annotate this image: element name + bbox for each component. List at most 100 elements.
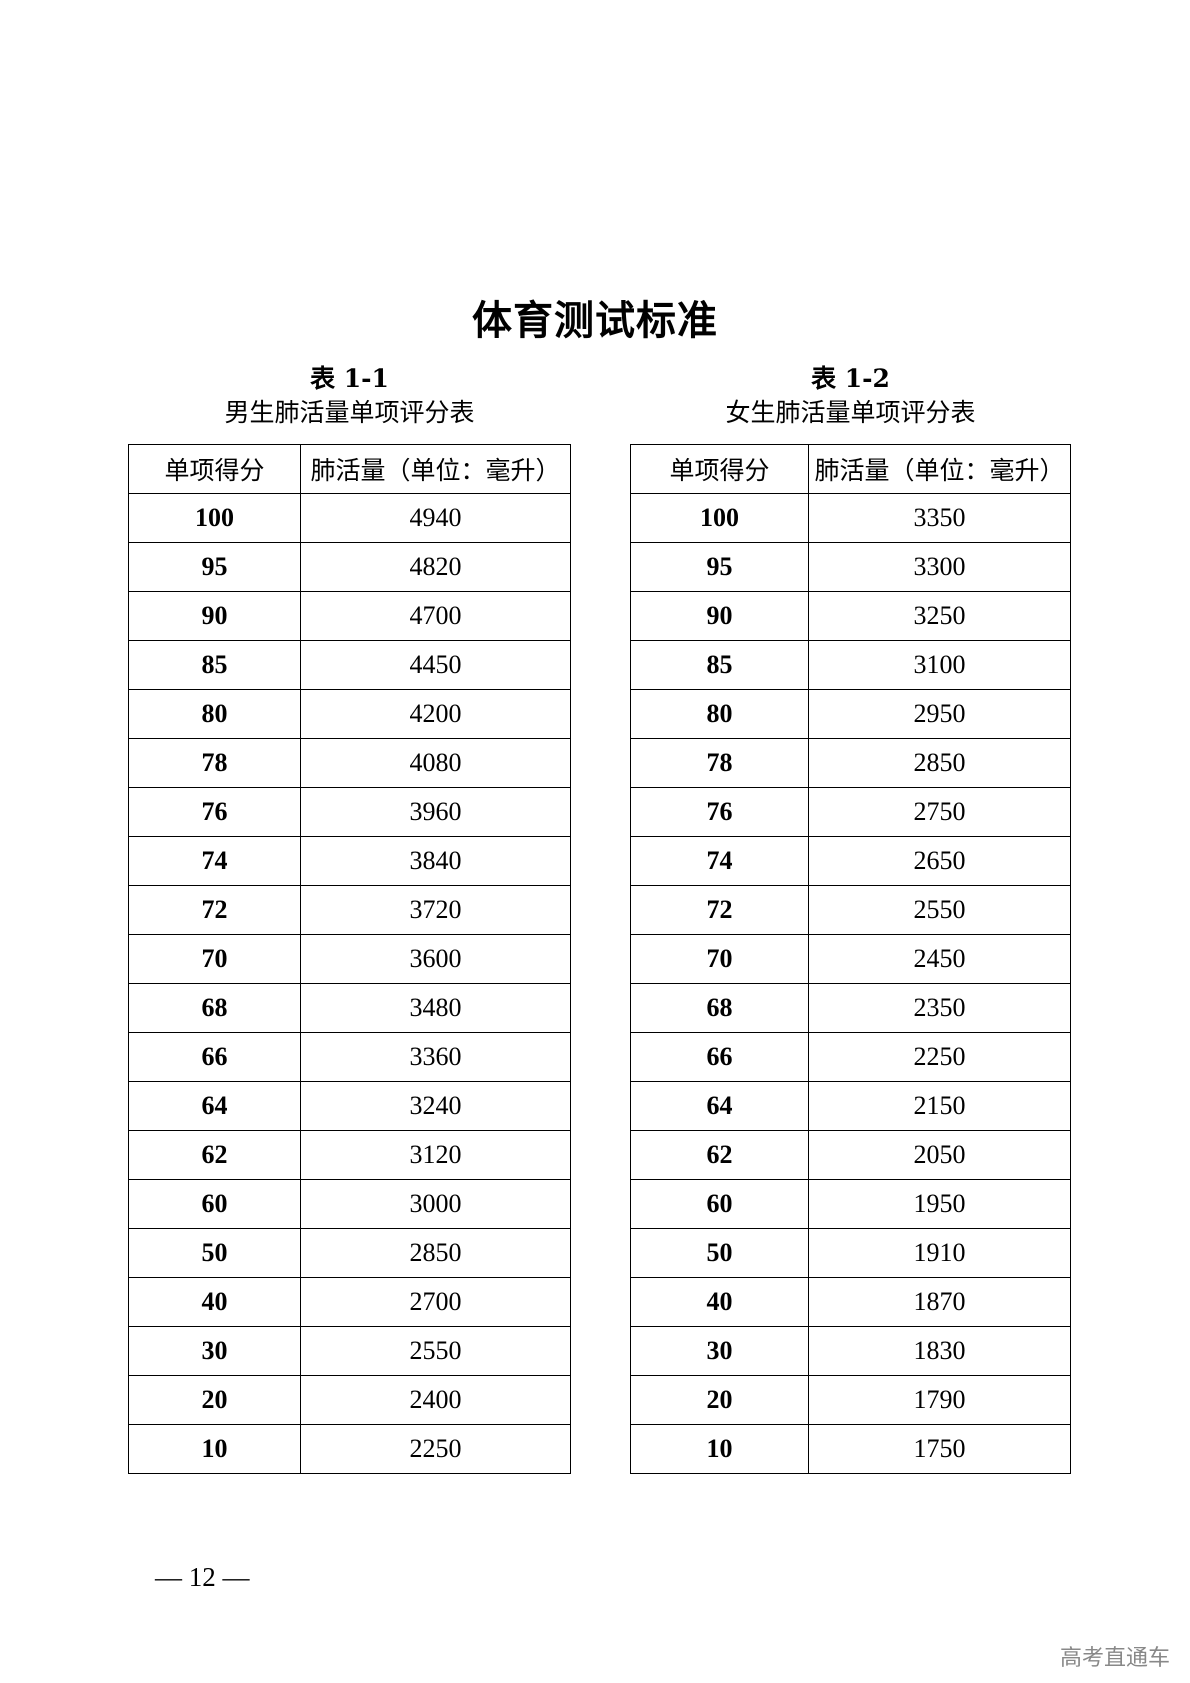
vital-capacity-cell: 3960 — [300, 787, 571, 837]
vital-capacity-cell: 3720 — [300, 885, 571, 935]
score-cell: 72 — [630, 885, 809, 935]
score-cell: 68 — [630, 983, 809, 1033]
table-number: 表 1-2 — [811, 364, 890, 393]
table-row: 85 4450 — [128, 640, 571, 690]
table-row: 100 4940 — [128, 493, 571, 543]
table-row: 68 2350 — [630, 983, 1071, 1033]
score-cell: 62 — [630, 1130, 809, 1180]
table-title: 女生肺活量单项评分表 — [725, 398, 976, 427]
vital-capacity-cell: 4080 — [300, 738, 571, 788]
table-row: 40 1870 — [630, 1277, 1071, 1327]
score-cell: 70 — [630, 934, 809, 984]
vital-capacity-cell: 3840 — [300, 836, 571, 886]
table-row: 95 3300 — [630, 542, 1071, 592]
page-title: 体育测试标准 — [472, 297, 718, 344]
vital-capacity-cell: 3360 — [300, 1032, 571, 1082]
vital-capacity-cell: 1910 — [808, 1228, 1071, 1278]
table-row: 95 4820 — [128, 542, 571, 592]
score-cell: 80 — [630, 689, 809, 739]
vital-capacity-cell: 4450 — [300, 640, 571, 690]
score-cell: 40 — [630, 1277, 809, 1327]
vital-capacity-cell: 3120 — [300, 1130, 571, 1180]
table-row: 20 1790 — [630, 1375, 1071, 1425]
score-cell: 20 — [128, 1375, 301, 1425]
table-row: 68 3480 — [128, 983, 571, 1033]
table-row: 62 2050 — [630, 1130, 1071, 1180]
table-row: 90 4700 — [128, 591, 571, 641]
score-cell: 85 — [128, 640, 301, 690]
score-cell: 50 — [128, 1228, 301, 1278]
table-row: 50 1910 — [630, 1228, 1071, 1278]
table-row: 80 2950 — [630, 689, 1071, 739]
table-row: 66 2250 — [630, 1032, 1071, 1082]
male-vital-capacity-table: 单项得分 肺活量（单位：毫升） 100 4940 95 4820 90 4700 85 445… — [128, 444, 571, 1474]
score-cell: 95 — [630, 542, 809, 592]
table-row: 76 2750 — [630, 787, 1071, 837]
score-cell: 66 — [128, 1032, 301, 1082]
vital-capacity-cell: 3240 — [300, 1081, 571, 1131]
vital-capacity-cell: 1750 — [808, 1424, 1071, 1474]
vital-capacity-cell: 1790 — [808, 1375, 1071, 1425]
page-number: — 12 — — [155, 1562, 250, 1592]
vital-capacity-cell: 2850 — [808, 738, 1071, 788]
table-row: 64 2150 — [630, 1081, 1071, 1131]
table-row: 30 2550 — [128, 1326, 571, 1376]
score-cell: 90 — [128, 591, 301, 641]
vital-capacity-cell: 3100 — [808, 640, 1071, 690]
score-cell: 30 — [128, 1326, 301, 1376]
score-cell: 50 — [630, 1228, 809, 1278]
table-caption-female: 表 1-2 女生肺活量单项评分表 — [630, 362, 1071, 430]
vital-capacity-cell: 4940 — [300, 493, 571, 543]
score-cell: 64 — [630, 1081, 809, 1131]
score-cell: 68 — [128, 983, 301, 1033]
header-vital-capacity: 肺活量（单位：毫升） — [808, 444, 1071, 494]
vital-capacity-cell: 2250 — [300, 1424, 571, 1474]
header-vital-capacity: 肺活量（单位：毫升） — [300, 444, 571, 494]
score-cell: 76 — [128, 787, 301, 837]
vital-capacity-cell: 1830 — [808, 1326, 1071, 1376]
table-row: 72 2550 — [630, 885, 1071, 935]
table-row: 10 1750 — [630, 1424, 1071, 1474]
table-header-row: 单项得分 肺活量（单位：毫升） — [630, 444, 1071, 494]
vital-capacity-cell: 3480 — [300, 983, 571, 1033]
vital-capacity-cell: 2400 — [300, 1375, 571, 1425]
score-cell: 72 — [128, 885, 301, 935]
table-row: 74 2650 — [630, 836, 1071, 886]
table-row: 64 3240 — [128, 1081, 571, 1131]
vital-capacity-cell: 2550 — [808, 885, 1071, 935]
table-row: 74 3840 — [128, 836, 571, 886]
vital-capacity-cell: 2350 — [808, 983, 1071, 1033]
vital-capacity-cell: 3300 — [808, 542, 1071, 592]
score-cell: 90 — [630, 591, 809, 641]
table-row: 76 3960 — [128, 787, 571, 837]
table-caption-male: 表 1-1 男生肺活量单项评分表 — [128, 362, 571, 430]
vital-capacity-cell: 2700 — [300, 1277, 571, 1327]
score-cell: 100 — [630, 493, 809, 543]
score-cell: 20 — [630, 1375, 809, 1425]
vital-capacity-cell: 1870 — [808, 1277, 1071, 1327]
female-vital-capacity-table: 单项得分 肺活量（单位：毫升） 100 3350 95 3300 90 3250 85 310… — [630, 444, 1071, 1474]
vital-capacity-cell: 3350 — [808, 493, 1071, 543]
score-cell: 74 — [128, 836, 301, 886]
score-cell: 30 — [630, 1326, 809, 1376]
score-cell: 40 — [128, 1277, 301, 1327]
vital-capacity-cell: 2150 — [808, 1081, 1071, 1131]
score-cell: 76 — [630, 787, 809, 837]
score-cell: 60 — [630, 1179, 809, 1229]
vital-capacity-cell: 4820 — [300, 542, 571, 592]
table-row: 100 3350 — [630, 493, 1071, 543]
header-score: 单项得分 — [128, 444, 301, 494]
vital-capacity-cell: 2650 — [808, 836, 1071, 886]
table-title: 男生肺活量单项评分表 — [224, 398, 475, 427]
vital-capacity-cell: 1950 — [808, 1179, 1071, 1229]
vital-capacity-cell: 3000 — [300, 1179, 571, 1229]
table-row: 62 3120 — [128, 1130, 571, 1180]
score-cell: 66 — [630, 1032, 809, 1082]
score-cell: 10 — [128, 1424, 301, 1474]
table-row: 66 3360 — [128, 1032, 571, 1082]
table-row: 80 4200 — [128, 689, 571, 739]
table-row: 30 1830 — [630, 1326, 1071, 1376]
header-score: 单项得分 — [630, 444, 809, 494]
table-row: 70 2450 — [630, 934, 1071, 984]
table-row: 78 4080 — [128, 738, 571, 788]
